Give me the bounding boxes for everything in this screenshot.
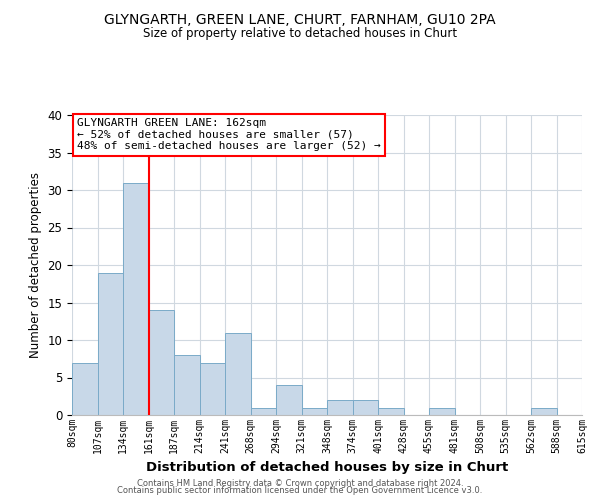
Bar [251,408,276,415]
Bar [429,408,455,415]
Y-axis label: Number of detached properties: Number of detached properties [29,172,42,358]
Bar [276,385,302,415]
Bar [302,408,327,415]
Text: Contains HM Land Registry data © Crown copyright and database right 2024.: Contains HM Land Registry data © Crown c… [137,478,463,488]
Text: Contains public sector information licensed under the Open Government Licence v3: Contains public sector information licen… [118,486,482,495]
Bar [225,332,251,415]
Bar [174,355,199,415]
Bar [327,400,353,415]
Text: GLYNGARTH, GREEN LANE, CHURT, FARNHAM, GU10 2PA: GLYNGARTH, GREEN LANE, CHURT, FARNHAM, G… [104,12,496,26]
Bar [353,400,378,415]
X-axis label: Distribution of detached houses by size in Churt: Distribution of detached houses by size … [146,462,508,474]
Bar [149,310,174,415]
Text: Size of property relative to detached houses in Churt: Size of property relative to detached ho… [143,28,457,40]
Bar [97,272,123,415]
Bar [531,408,557,415]
Bar [123,182,149,415]
Bar [199,362,225,415]
Bar [378,408,404,415]
Bar [72,362,97,415]
Text: GLYNGARTH GREEN LANE: 162sqm
← 52% of detached houses are smaller (57)
48% of se: GLYNGARTH GREEN LANE: 162sqm ← 52% of de… [77,118,381,151]
